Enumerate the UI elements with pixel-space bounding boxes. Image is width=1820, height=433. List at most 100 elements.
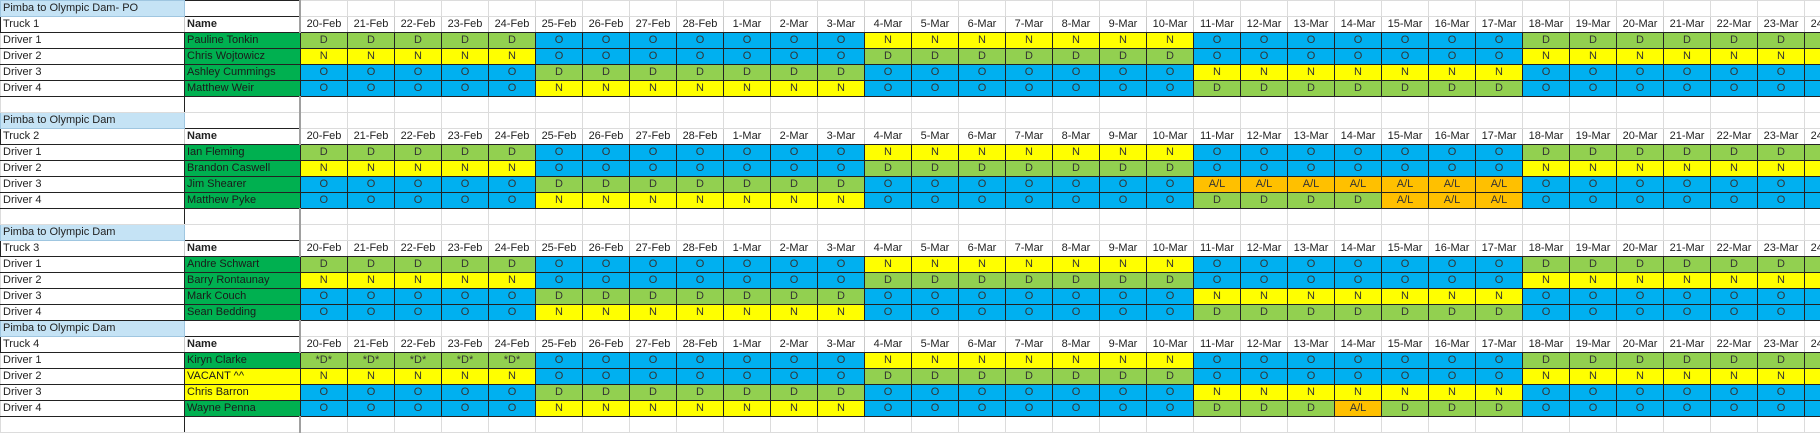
date-header[interactable]: 22-Feb [395,129,442,145]
cell[interactable] [300,321,348,337]
shift-cell[interactable]: N [1006,257,1053,273]
date-header[interactable]: 22-Mar [1711,129,1758,145]
shift-cell[interactable]: D [771,289,818,305]
shift-cell[interactable]: O [489,385,536,401]
date-header[interactable]: 2-Mar [771,129,818,145]
cell[interactable] [1711,209,1758,225]
date-header[interactable]: 5-Mar [912,241,959,257]
shift-cell[interactable]: O [1523,401,1570,417]
shift-cell[interactable]: D [1335,193,1382,209]
shift-cell[interactable]: D [724,289,771,305]
date-header[interactable]: 4-Mar [865,337,912,353]
date-header[interactable]: 20-Mar [1617,241,1664,257]
shift-cell[interactable]: D [395,33,442,49]
shift-cell[interactable]: O [348,289,395,305]
cell[interactable] [677,97,724,113]
shift-cell[interactable]: O [1288,145,1335,161]
shift-cell[interactable]: D [1664,353,1711,369]
shift-cell[interactable]: O [1053,81,1100,97]
cell[interactable] [1241,113,1288,129]
driver-label[interactable]: Driver 2 [1,273,185,289]
shift-cell[interactable]: O [1805,305,1820,321]
shift-cell[interactable]: O [1194,161,1241,177]
shift-cell[interactable]: N [1758,273,1805,289]
shift-cell[interactable]: O [1053,385,1100,401]
shift-cell[interactable]: N [1429,289,1476,305]
date-header[interactable]: 21-Feb [348,337,395,353]
date-header[interactable]: 11-Mar [1194,129,1241,145]
shift-cell[interactable]: O [395,81,442,97]
shift-cell[interactable]: D [1758,257,1805,273]
shift-cell[interactable]: O [1805,81,1820,97]
cell[interactable] [865,113,912,129]
cell[interactable] [1664,417,1711,433]
shift-cell[interactable]: O [1335,161,1382,177]
shift-cell[interactable]: O [865,305,912,321]
shift-cell[interactable]: N [1429,385,1476,401]
date-header[interactable]: 5-Mar [912,337,959,353]
shift-cell[interactable]: O [1053,193,1100,209]
shift-cell[interactable]: O [1476,273,1523,289]
shift-cell[interactable]: N [1006,353,1053,369]
date-header[interactable]: 24-Mar [1805,129,1820,145]
shift-cell[interactable]: O [818,145,865,161]
shift-cell[interactable]: D [1241,401,1288,417]
shift-cell[interactable]: N [865,257,912,273]
date-header[interactable]: 10-Mar [1147,337,1194,353]
shift-cell[interactable]: O [583,145,630,161]
date-header[interactable]: 4-Mar [865,129,912,145]
cell[interactable] [630,321,677,337]
shift-cell[interactable]: O [395,193,442,209]
cell[interactable] [1429,97,1476,113]
cell[interactable] [536,97,583,113]
shift-cell[interactable]: O [1476,369,1523,385]
shift-cell[interactable]: D [1570,257,1617,273]
date-header[interactable]: 28-Feb [677,337,724,353]
cell[interactable] [771,321,818,337]
shift-cell[interactable]: O [1288,257,1335,273]
cell[interactable] [300,225,348,241]
shift-cell[interactable]: O [1664,385,1711,401]
shift-cell[interactable]: O [489,81,536,97]
cell[interactable] [630,417,677,433]
shift-cell[interactable]: D [1617,353,1664,369]
date-header[interactable]: 21-Feb [348,241,395,257]
cell[interactable] [1476,113,1523,129]
shift-cell[interactable]: A/L [1382,177,1429,193]
cell[interactable] [1241,209,1288,225]
shift-cell[interactable]: O [1570,177,1617,193]
shift-cell[interactable]: A/L [1429,177,1476,193]
cell[interactable] [818,209,865,225]
shift-cell[interactable]: N [912,257,959,273]
cell[interactable] [1805,209,1820,225]
cell[interactable] [1711,321,1758,337]
cell[interactable] [630,209,677,225]
shift-cell[interactable]: O [395,177,442,193]
shift-cell[interactable]: O [395,65,442,81]
date-header[interactable]: 24-Mar [1805,241,1820,257]
date-header[interactable]: 18-Mar [1523,17,1570,33]
shift-cell[interactable]: N [489,273,536,289]
shift-cell[interactable]: D [677,177,724,193]
shift-cell[interactable]: O [677,161,724,177]
cell[interactable] [630,97,677,113]
date-header[interactable]: 5-Mar [912,129,959,145]
cell[interactable] [1382,417,1429,433]
shift-cell[interactable]: O [1758,401,1805,417]
cell[interactable] [1147,97,1194,113]
shift-cell[interactable]: O [1429,145,1476,161]
shift-cell[interactable]: O [1570,81,1617,97]
driver-label[interactable]: Driver 4 [1,193,185,209]
cell[interactable] [1006,97,1053,113]
cell[interactable] [1476,97,1523,113]
shift-cell[interactable]: D [1805,353,1820,369]
shift-cell[interactable]: O [1335,369,1382,385]
shift-cell[interactable]: O [1288,49,1335,65]
shift-cell[interactable]: O [1241,369,1288,385]
shift-cell[interactable]: N [1664,161,1711,177]
shift-cell[interactable]: O [1335,33,1382,49]
shift-cell[interactable]: N [677,401,724,417]
shift-cell[interactable]: O [1523,81,1570,97]
cell[interactable] [442,417,489,433]
shift-cell[interactable]: D [630,65,677,81]
